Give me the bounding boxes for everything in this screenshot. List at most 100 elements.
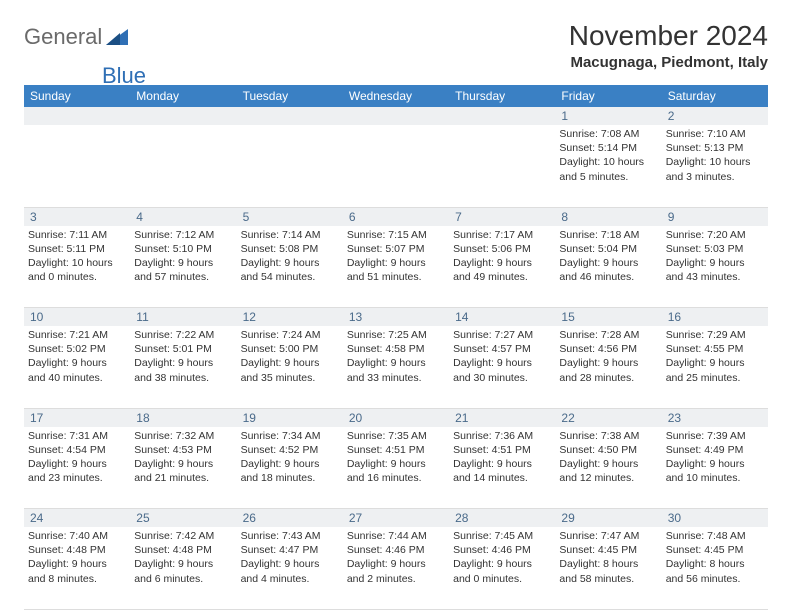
day-details: Sunrise: 7:48 AMSunset: 4:45 PMDaylight:… [666, 529, 764, 586]
day-cell: Sunrise: 7:08 AMSunset: 5:14 PMDaylight:… [555, 125, 661, 207]
day-number: 14 [449, 308, 555, 327]
daylight-text: Daylight: 9 hours [134, 557, 232, 571]
daylight-text: Daylight: 9 hours [666, 457, 764, 471]
sunrise-text: Sunrise: 7:35 AM [347, 429, 445, 443]
sunset-text: Sunset: 4:45 PM [559, 543, 657, 557]
day-details: Sunrise: 7:44 AMSunset: 4:46 PMDaylight:… [347, 529, 445, 586]
sunset-text: Sunset: 5:11 PM [28, 242, 126, 256]
daylight-text2: and 43 minutes. [666, 270, 764, 284]
day-number: 30 [662, 509, 768, 528]
sunrise-text: Sunrise: 7:44 AM [347, 529, 445, 543]
sunset-text: Sunset: 5:04 PM [559, 242, 657, 256]
daylight-text2: and 5 minutes. [559, 170, 657, 184]
sunset-text: Sunset: 5:03 PM [666, 242, 764, 256]
sunset-text: Sunset: 4:47 PM [241, 543, 339, 557]
sunset-text: Sunset: 4:58 PM [347, 342, 445, 356]
day-cell: Sunrise: 7:12 AMSunset: 5:10 PMDaylight:… [130, 226, 236, 308]
calendar-table: Sunday Monday Tuesday Wednesday Thursday… [24, 85, 768, 610]
daylight-text: Daylight: 9 hours [28, 356, 126, 370]
day-number [24, 107, 130, 125]
daylight-text: Daylight: 9 hours [347, 356, 445, 370]
daylight-text2: and 18 minutes. [241, 471, 339, 485]
daylight-text: Daylight: 8 hours [666, 557, 764, 571]
sunrise-text: Sunrise: 7:32 AM [134, 429, 232, 443]
sunset-text: Sunset: 4:53 PM [134, 443, 232, 457]
daylight-text2: and 21 minutes. [134, 471, 232, 485]
daylight-text: Daylight: 9 hours [559, 356, 657, 370]
daylight-text2: and 3 minutes. [666, 170, 764, 184]
day-cell [24, 125, 130, 207]
sunrise-text: Sunrise: 7:45 AM [453, 529, 551, 543]
day-details: Sunrise: 7:25 AMSunset: 4:58 PMDaylight:… [347, 328, 445, 385]
day-details: Sunrise: 7:11 AMSunset: 5:11 PMDaylight:… [28, 228, 126, 285]
sunrise-text: Sunrise: 7:22 AM [134, 328, 232, 342]
daylight-text: Daylight: 9 hours [241, 557, 339, 571]
day-details: Sunrise: 7:22 AMSunset: 5:01 PMDaylight:… [134, 328, 232, 385]
sunset-text: Sunset: 4:50 PM [559, 443, 657, 457]
day-cell: Sunrise: 7:29 AMSunset: 4:55 PMDaylight:… [662, 326, 768, 408]
day-cell: Sunrise: 7:10 AMSunset: 5:13 PMDaylight:… [662, 125, 768, 207]
sunset-text: Sunset: 4:46 PM [453, 543, 551, 557]
day-details: Sunrise: 7:27 AMSunset: 4:57 PMDaylight:… [453, 328, 551, 385]
day-number: 10 [24, 308, 130, 327]
daylight-text2: and 51 minutes. [347, 270, 445, 284]
day-details: Sunrise: 7:36 AMSunset: 4:51 PMDaylight:… [453, 429, 551, 486]
day-number: 2 [662, 107, 768, 125]
sunset-text: Sunset: 4:57 PM [453, 342, 551, 356]
daylight-text2: and 46 minutes. [559, 270, 657, 284]
daylight-text: Daylight: 9 hours [28, 457, 126, 471]
day-cell: Sunrise: 7:48 AMSunset: 4:45 PMDaylight:… [662, 527, 768, 609]
sunrise-text: Sunrise: 7:17 AM [453, 228, 551, 242]
daynum-row: 12 [24, 107, 768, 125]
sunset-text: Sunset: 4:54 PM [28, 443, 126, 457]
dayname-tue: Tuesday [237, 85, 343, 107]
sunrise-text: Sunrise: 7:38 AM [559, 429, 657, 443]
day-details: Sunrise: 7:15 AMSunset: 5:07 PMDaylight:… [347, 228, 445, 285]
brand-logo: General [24, 24, 130, 50]
day-details: Sunrise: 7:31 AMSunset: 4:54 PMDaylight:… [28, 429, 126, 486]
day-number: 7 [449, 207, 555, 226]
day-cell: Sunrise: 7:36 AMSunset: 4:51 PMDaylight:… [449, 427, 555, 509]
day-number [237, 107, 343, 125]
sunset-text: Sunset: 5:10 PM [134, 242, 232, 256]
sunrise-text: Sunrise: 7:47 AM [559, 529, 657, 543]
dayname-wed: Wednesday [343, 85, 449, 107]
day-number: 16 [662, 308, 768, 327]
day-number: 8 [555, 207, 661, 226]
daylight-text: Daylight: 9 hours [453, 457, 551, 471]
sunset-text: Sunset: 4:51 PM [347, 443, 445, 457]
day-number [343, 107, 449, 125]
day-number: 5 [237, 207, 343, 226]
daynum-row: 3456789 [24, 207, 768, 226]
daylight-text2: and 16 minutes. [347, 471, 445, 485]
day-details: Sunrise: 7:08 AMSunset: 5:14 PMDaylight:… [559, 127, 657, 184]
daynum-row: 17181920212223 [24, 408, 768, 427]
day-number: 24 [24, 509, 130, 528]
day-cell [130, 125, 236, 207]
sunset-text: Sunset: 4:48 PM [134, 543, 232, 557]
day-cell: Sunrise: 7:21 AMSunset: 5:02 PMDaylight:… [24, 326, 130, 408]
day-number: 23 [662, 408, 768, 427]
daylight-text: Daylight: 8 hours [559, 557, 657, 571]
day-number: 1 [555, 107, 661, 125]
daylight-text2: and 8 minutes. [28, 572, 126, 586]
daylight-text: Daylight: 9 hours [134, 457, 232, 471]
day-details: Sunrise: 7:38 AMSunset: 4:50 PMDaylight:… [559, 429, 657, 486]
day-cell: Sunrise: 7:34 AMSunset: 4:52 PMDaylight:… [237, 427, 343, 509]
daylight-text: Daylight: 9 hours [241, 457, 339, 471]
brand-part1: General [24, 24, 102, 50]
day-details: Sunrise: 7:42 AMSunset: 4:48 PMDaylight:… [134, 529, 232, 586]
day-number: 27 [343, 509, 449, 528]
sunrise-text: Sunrise: 7:21 AM [28, 328, 126, 342]
sunrise-text: Sunrise: 7:34 AM [241, 429, 339, 443]
day-details: Sunrise: 7:45 AMSunset: 4:46 PMDaylight:… [453, 529, 551, 586]
dayname-fri: Friday [555, 85, 661, 107]
day-number: 20 [343, 408, 449, 427]
day-number: 11 [130, 308, 236, 327]
daylight-text2: and 25 minutes. [666, 371, 764, 385]
daylight-text2: and 58 minutes. [559, 572, 657, 586]
day-number: 25 [130, 509, 236, 528]
week-row: Sunrise: 7:40 AMSunset: 4:48 PMDaylight:… [24, 527, 768, 609]
day-number: 26 [237, 509, 343, 528]
sunrise-text: Sunrise: 7:40 AM [28, 529, 126, 543]
